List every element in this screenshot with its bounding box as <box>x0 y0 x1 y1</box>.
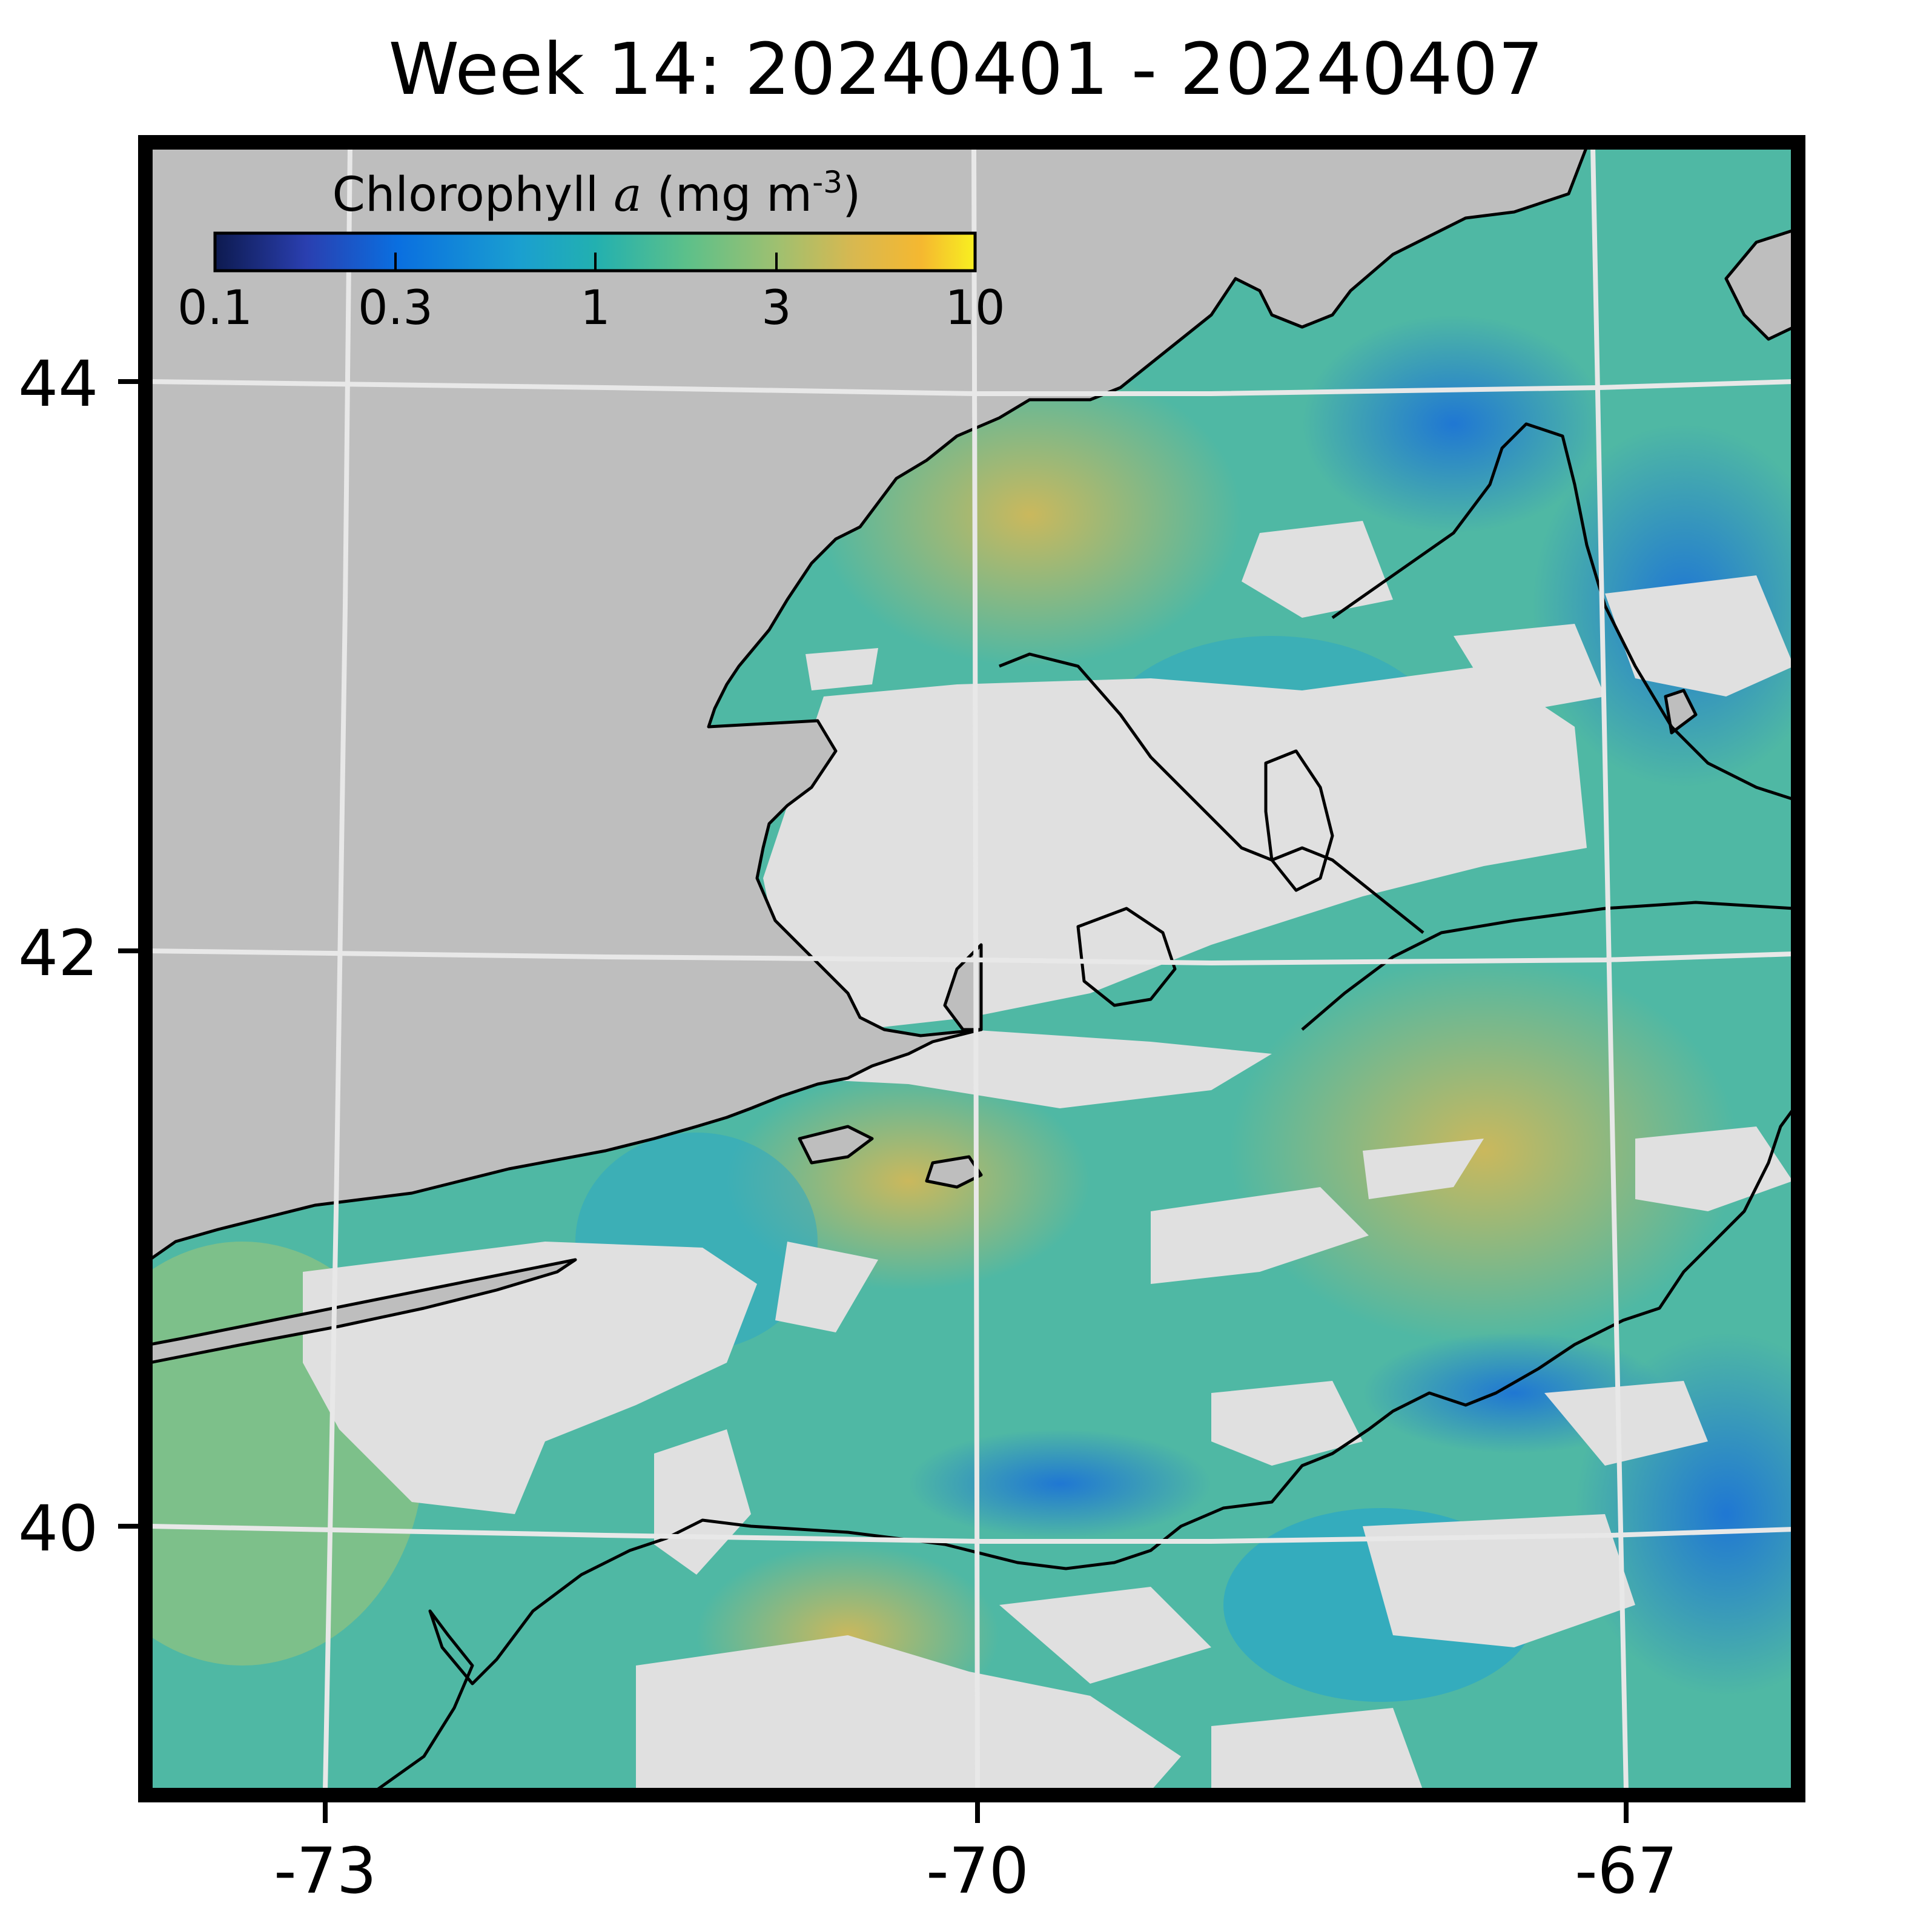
low-chl-patch <box>908 1429 1211 1538</box>
georges-bank-contour <box>1301 901 1794 1031</box>
colorbar-tick-label: 0.3 <box>358 281 433 336</box>
low-chl-patch <box>1302 315 1605 533</box>
high-chl-patch <box>727 1072 1090 1290</box>
y-tick-label: 42 <box>18 916 98 990</box>
y-tick-label: 40 <box>18 1492 98 1566</box>
axis-ticks <box>118 379 1629 1823</box>
gridline-lat-42 <box>150 948 1794 966</box>
map-area <box>150 147 1794 1791</box>
graticule <box>150 147 1794 1791</box>
no-data-region <box>303 521 1794 1791</box>
x-tick-label: -73 <box>274 1834 377 1908</box>
land-mainland <box>150 147 1589 1262</box>
colorbar: Chlorophyll a (mg m-3) 0.1 0.3 1 3 10 <box>177 165 1005 336</box>
y-tick-label: 44 <box>18 347 98 421</box>
land-marthas-vineyard <box>798 1125 874 1165</box>
gridline-lat-40 <box>150 1524 1794 1544</box>
land <box>150 147 1794 1365</box>
inner-basin-contour <box>999 652 1424 934</box>
colorbar-tick-label: 10 <box>945 281 1005 336</box>
wilkinson-basin-contour <box>1076 907 1177 1007</box>
x-tick-label: -67 <box>1575 1834 1678 1908</box>
colorbar-tick-label: 0.1 <box>177 281 253 336</box>
colorbar-title: Chlorophyll a (mg m-3) <box>332 165 861 222</box>
colorbar-ticks <box>394 253 778 271</box>
gridline-lon-minus-67 <box>1590 147 1629 1791</box>
land-nantucket <box>925 1155 983 1189</box>
land-nova-scotia <box>1724 204 1794 341</box>
page-title: Week 14: 20240401 - 20240407 <box>388 27 1544 111</box>
land-cape-cod <box>943 943 983 1031</box>
land-long-island <box>150 1258 577 1365</box>
coastline-contours <box>374 422 1794 1791</box>
colorbar-tick-label: 1 <box>580 281 610 336</box>
jordan-basin-contour <box>1264 749 1334 892</box>
gulf-of-maine-basin-contour <box>1331 422 1794 801</box>
colorbar-tick-label: 3 <box>761 281 792 336</box>
gridline-lon-minus-70 <box>971 147 980 1791</box>
map-frame <box>138 135 1805 1802</box>
shelf-break-contour <box>374 1107 1794 1791</box>
gridline-lon-minus-73 <box>323 147 352 1791</box>
x-tick-label: -70 <box>926 1834 1029 1908</box>
gridline-lat-44 <box>150 379 1794 396</box>
